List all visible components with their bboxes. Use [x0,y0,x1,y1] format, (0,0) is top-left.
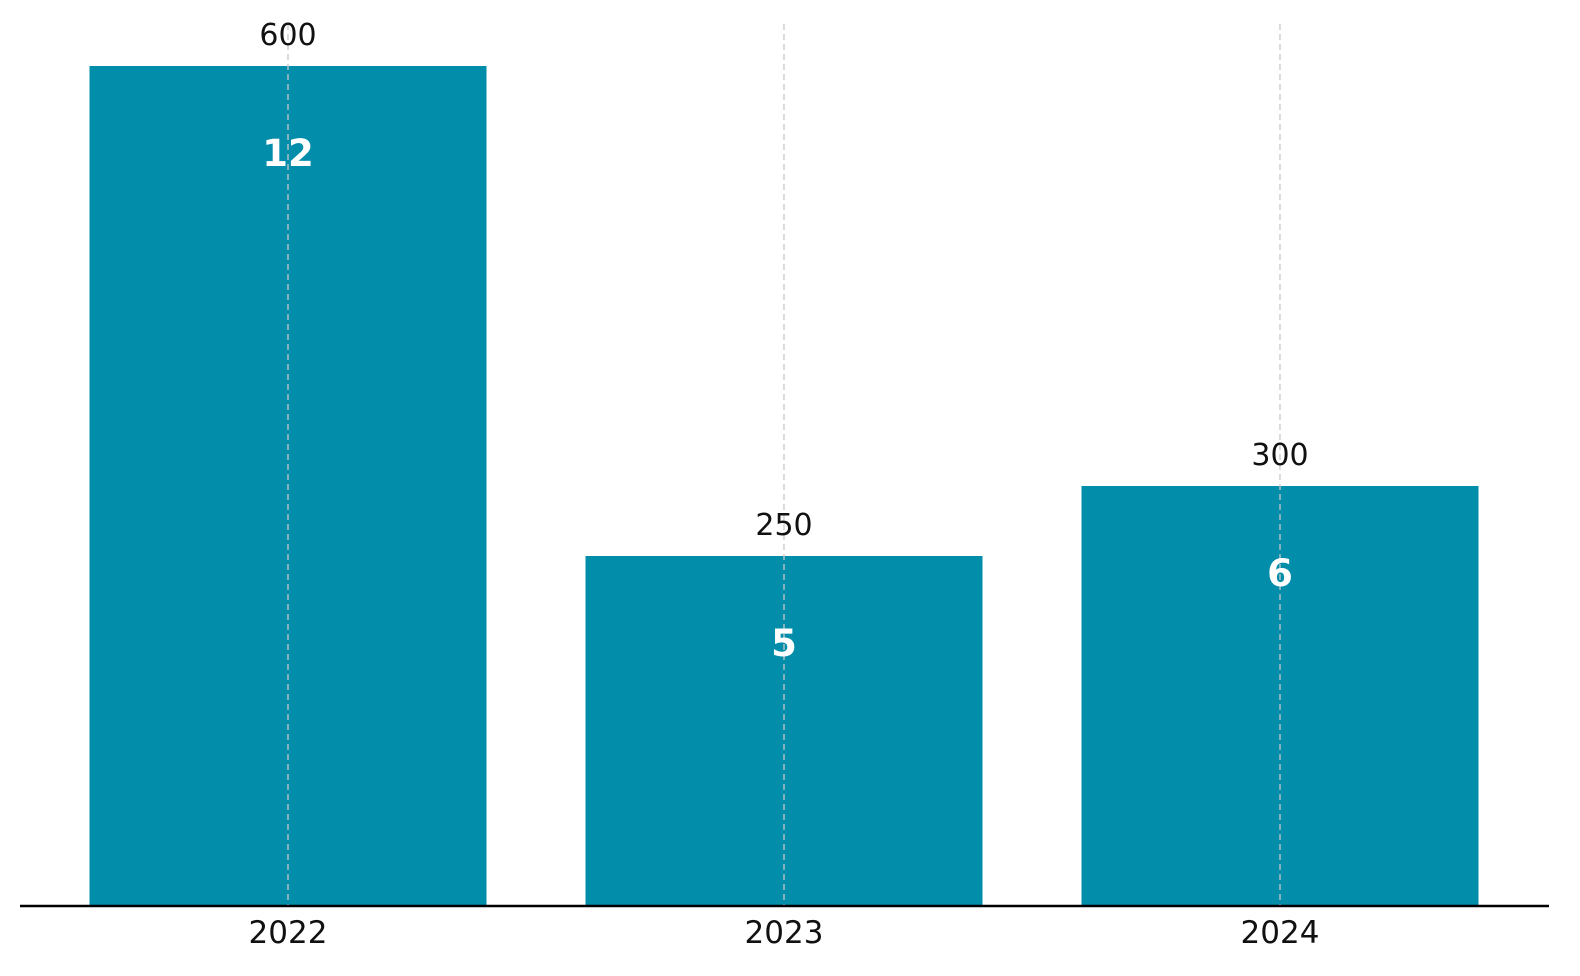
bar-inner-label-2023: 5 [771,622,797,665]
gridlines-front [287,24,1281,906]
bar-inner-label-2022: 12 [262,132,314,175]
x-tick-label-2022: 2022 [249,915,328,951]
bar-value-label-2023: 250 [755,508,812,543]
bar-value-label-2022: 600 [259,18,316,53]
bar-inner-label-2024: 6 [1267,552,1293,595]
bar-value-label-2024: 300 [1251,438,1308,473]
bar-labels: 600 12 250 5 300 6 [259,18,1308,665]
x-tick-labels: 2022 2023 2024 [249,915,1320,951]
x-tick-label-2023: 2023 [745,915,824,951]
x-tick-label-2024: 2024 [1241,915,1320,951]
